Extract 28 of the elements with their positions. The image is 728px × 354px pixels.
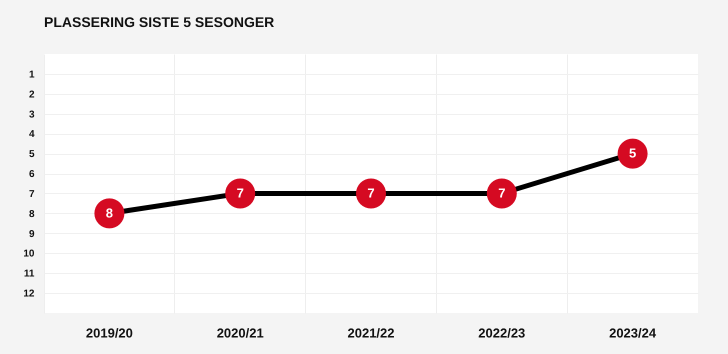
x-tick-label: 2019/20 (86, 326, 133, 340)
data-label: 8 (106, 205, 114, 220)
y-tick-label: 9 (28, 228, 35, 240)
data-label: 5 (628, 146, 636, 161)
y-tick-label: 4 (28, 129, 35, 140)
point (356, 178, 386, 208)
y-tick-label: 3 (28, 109, 35, 120)
x-tick-label: 2021/22 (348, 326, 394, 340)
y-tick-label: 2 (28, 89, 35, 100)
y-tick-label: 5 (28, 149, 35, 160)
y-tick-label: 10 (23, 248, 35, 260)
y-tick-label: 6 (28, 169, 35, 180)
data-label: 7 (236, 185, 244, 200)
point (618, 138, 648, 169)
y-tick-label: 11 (24, 268, 35, 280)
data-label: 7 (498, 185, 506, 200)
y-tick-label: 7 (28, 188, 35, 200)
x-tick-label: 2022/23 (478, 326, 526, 340)
point (486, 178, 517, 208)
point (94, 198, 124, 228)
chart-title: PLASSERING SISTE 5 SESONGER (44, 14, 274, 30)
x-tick-label: 2023/24 (609, 326, 657, 340)
y-tick-label: 1 (28, 69, 35, 80)
point (225, 178, 256, 208)
data-label: 7 (367, 185, 375, 200)
y-tick-label: 12 (23, 288, 35, 300)
y-tick-label: 8 (28, 208, 35, 220)
x-tick-label: 2020/21 (216, 326, 264, 340)
